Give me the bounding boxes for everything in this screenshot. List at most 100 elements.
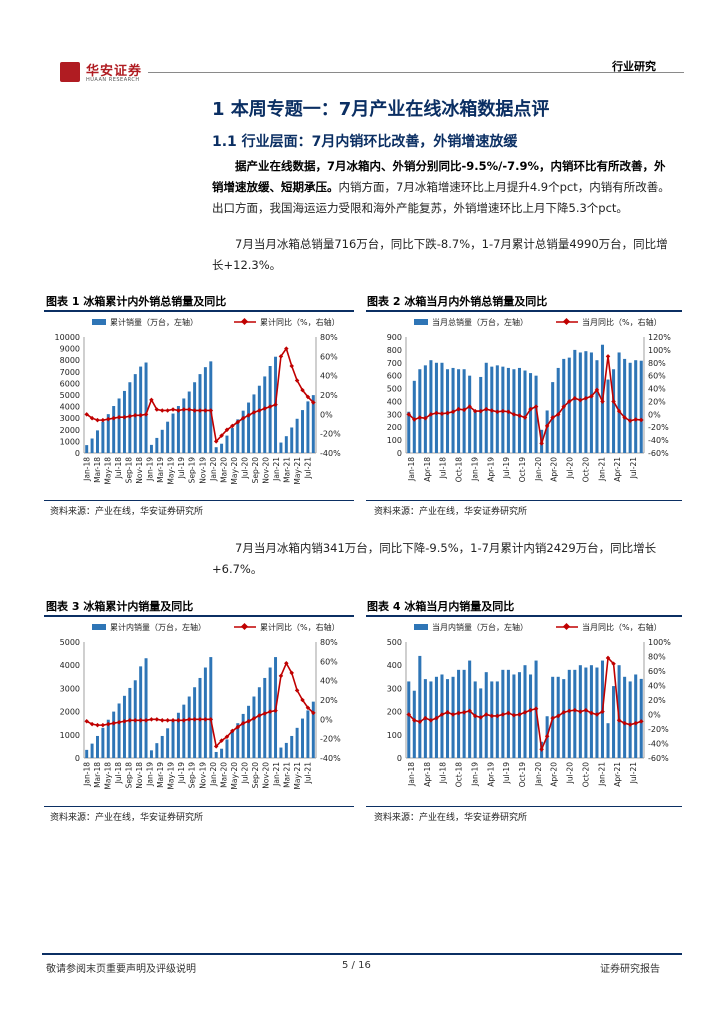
legend-bar-swatch [414, 624, 428, 630]
x-tick-label: Apr-19 [486, 457, 495, 482]
y-left-tick: 1000 [60, 731, 80, 740]
x-tick-label: May-19 [167, 457, 176, 485]
chart-2-bar [545, 410, 549, 453]
chart-3-bar [166, 728, 170, 758]
chart-3-bar [182, 704, 186, 758]
chart-4-bar [617, 665, 621, 758]
chart-1-yoy-point [273, 402, 278, 407]
chart-3-yoy-point [257, 713, 262, 718]
x-tick-label: Jan-18 [82, 762, 91, 787]
chart-3-bar [90, 743, 94, 758]
chart-4-bar [562, 679, 566, 758]
x-tick-label: May-21 [293, 762, 302, 790]
chart-1-bar [106, 414, 110, 453]
y-right-tick: 0% [648, 711, 661, 720]
chart-4-bar [634, 674, 638, 758]
chart-4-bar [584, 667, 588, 758]
x-tick-label: May-20 [230, 762, 239, 790]
chart-3-yoy-point [143, 718, 149, 723]
y-right-tick: 40% [648, 682, 666, 691]
y-right-tick: 0% [320, 410, 333, 419]
y-left-tick: 5000 [60, 391, 80, 400]
chart-2-bar [440, 362, 444, 453]
chart-3-bar [236, 723, 240, 758]
paragraph-1: 据产业在线数据，7月冰箱内、外销分别同比-9.5%/-7.9%，内销环比有所改善… [212, 156, 674, 219]
x-tick-label: Mar-18 [93, 457, 102, 483]
chart-2-yoy-point [478, 408, 483, 414]
chart-1-bar [198, 374, 202, 453]
x-tick-label: Jul-21 [304, 457, 313, 480]
chart-4-yoy-point [511, 712, 517, 718]
chart-4-yoy-point [627, 722, 633, 727]
y-left-tick: 9000 [60, 345, 80, 354]
chart-4-bar [606, 723, 610, 758]
legend-bar-label: 累计内销量（万台，左轴） [110, 622, 206, 632]
y-left-tick: 0 [75, 754, 80, 763]
chart-1-yoy-point [165, 408, 170, 413]
chart-2-bar [595, 360, 599, 453]
chart-4-source: 资料来源：产业在线，华安证券研究所 [374, 813, 528, 823]
chart-4-yoy-point [423, 715, 428, 721]
x-tick-label: Jul-20 [240, 762, 249, 785]
x-tick-label: Jan-21 [272, 762, 281, 787]
chart-4-yoy-point [533, 706, 539, 711]
y-left-tick: 7000 [60, 368, 80, 377]
x-tick-label: Apr-20 [550, 457, 559, 482]
y-right-tick: 60% [648, 667, 666, 676]
chart-2-legend: 当月总销量（万台，左轴） 当月同比（%，右轴） [414, 317, 662, 327]
chart-2-bar [639, 360, 643, 453]
chart-1-bar [187, 391, 191, 453]
chart-4-yoy-point [450, 712, 456, 717]
x-tick-label: Oct-19 [518, 762, 527, 787]
footer-report-type: 证券研究报告 [600, 964, 660, 975]
y-left-tick: 400 [387, 397, 402, 406]
chart-2-bar [628, 362, 632, 453]
y-left-tick: 500 [387, 638, 402, 647]
y-left-tick: 4000 [60, 661, 80, 670]
x-tick-label: Jan-20 [209, 762, 218, 787]
x-tick-label: Apr-21 [613, 762, 622, 787]
y-left-tick: 700 [387, 359, 402, 368]
x-tick-label: Jul-20 [240, 457, 249, 480]
chart-4-yoy-point [456, 710, 461, 716]
chart-3-bar [85, 749, 89, 758]
chart-2-yoy-point [406, 412, 412, 417]
x-tick-label: Sep-19 [188, 762, 197, 789]
x-tick-label: Jan-21 [272, 457, 281, 482]
chart-3-yoy-point [203, 717, 208, 722]
chart-4-yoy-point [528, 707, 533, 713]
y-right-tick: 60% [648, 372, 666, 381]
legend-line-label: 累计同比（%，右轴） [260, 622, 340, 632]
chart-1-yoy-point [122, 414, 127, 420]
chart-2-bar [606, 379, 610, 453]
chart-1-bar [301, 410, 304, 453]
logo-subtext: HUAAN RESEARCH [86, 77, 140, 83]
chart-2-bar [584, 351, 588, 453]
chart-1-bar [311, 395, 315, 453]
chart-1-yoy-point [106, 416, 111, 422]
chart-1-bar [176, 406, 180, 453]
x-tick-label: Jul-19 [502, 457, 511, 480]
y-right-tick: 0% [320, 715, 333, 724]
chart-3-yoy-point [176, 718, 181, 723]
chart-3-yoy-point [159, 718, 165, 723]
chart-2-bar [634, 360, 638, 453]
y-left-tick: 0 [75, 449, 80, 458]
y-right-tick: 80% [320, 333, 338, 342]
chart-2-bar [523, 370, 527, 453]
chart-2-bar [512, 369, 516, 453]
chart-3-bar [301, 718, 304, 758]
chart-1-bar [257, 385, 261, 453]
y-right-tick: 80% [648, 359, 666, 368]
chart-3-yoy-point [111, 720, 116, 726]
chart-4-bar [612, 686, 616, 758]
legend-bar-swatch [92, 319, 106, 325]
chart-3-bar [96, 735, 99, 758]
chart-3-yoy-point [100, 722, 106, 728]
chart-3-bar [176, 712, 180, 758]
chart-3-bar [209, 657, 213, 758]
chart-1-yoy-point [143, 412, 149, 417]
chart-3-bar [306, 710, 310, 758]
y-right-tick: 80% [320, 638, 338, 647]
chart-4-bar [407, 681, 411, 758]
